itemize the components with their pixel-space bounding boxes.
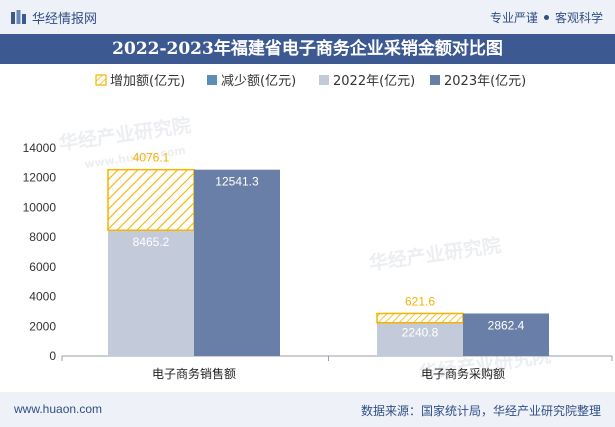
brand-name: 华经情报网 — [32, 11, 98, 26]
data-label-2023: 12541.3 — [215, 175, 259, 189]
y-tick-label: 6000 — [29, 260, 56, 274]
brand[interactable]: 华经情报网 — [10, 8, 97, 27]
legend-swatch — [430, 75, 440, 85]
legend: 增加额(亿元) 减少额(亿元) 2022年(亿元) 2023年(亿元) — [95, 74, 526, 89]
top-bar: 华经情报网 专业严谨 客观科学 — [0, 0, 615, 34]
y-tick-label: 8000 — [29, 230, 56, 244]
bars — [107, 168, 549, 356]
data-label-2023: 2862.4 — [488, 318, 525, 332]
footer-website[interactable]: www.huaon.com — [14, 402, 103, 416]
data-label-increase: 4076.1 — [133, 151, 170, 165]
y-tick-label: 14000 — [23, 141, 57, 155]
legend-label: 2023年(亿元) — [444, 74, 526, 89]
chart-title: 2022-2023年福建省电子商务企业采销金额对比图 — [0, 34, 615, 64]
slogan: 专业严谨 客观科学 — [490, 9, 603, 26]
y-tick-label: 10000 — [23, 200, 57, 214]
watermark-text-2: 华经产业研究院 — [367, 234, 502, 275]
brand-logo-icon — [11, 10, 26, 24]
legend-label: 增加额(亿元) — [110, 74, 185, 89]
legend-swatch — [319, 75, 329, 85]
footer: www.huaon.com 数据来源：国家统计局，华经产业研究院整理 — [0, 392, 615, 427]
data-label-2022: 2240.8 — [402, 326, 439, 340]
x-category-label: 电子商务销售额 — [152, 366, 236, 381]
legend-label: 减少额(亿元) — [221, 74, 296, 89]
legend-swatch — [207, 75, 217, 85]
y-tick-label: 2000 — [29, 319, 56, 333]
slogan-right: 客观科学 — [554, 11, 603, 25]
legend-label: 2022年(亿元) — [333, 74, 415, 89]
bar-2023 — [463, 313, 549, 356]
legend-swatch-increase — [95, 74, 107, 86]
data-label-2022: 8465.2 — [133, 235, 170, 249]
chart: 华经产业研究院 华经产业研究院 华经产业研究院 www.huaon.com 增加… — [23, 74, 613, 385]
data-labels: 8465.2 12541.3 4076.1 2240.8 2862.4 621.6 — [133, 151, 525, 340]
x-category-label: 电子商务采购额 — [421, 366, 505, 381]
slogan-dot-icon — [543, 15, 549, 20]
bar-increase — [107, 168, 195, 231]
bar-increase — [376, 312, 464, 324]
y-tick-label: 12000 — [23, 171, 57, 185]
y-tick-label: 0 — [49, 349, 56, 363]
bar-2022 — [108, 230, 194, 356]
bar-2023 — [194, 169, 280, 356]
y-tick-label: 4000 — [29, 290, 56, 304]
data-label-increase: 621.6 — [405, 294, 435, 308]
slogan-left: 专业严谨 — [489, 11, 538, 25]
axes: 0 2000 4000 6000 8000 10000 12000 14000 电子商务销售额 电… — [23, 141, 613, 381]
footer-source: 数据来源：国家统计局，华经产业研究院整理 — [360, 404, 601, 418]
bar-2022 — [377, 322, 463, 356]
